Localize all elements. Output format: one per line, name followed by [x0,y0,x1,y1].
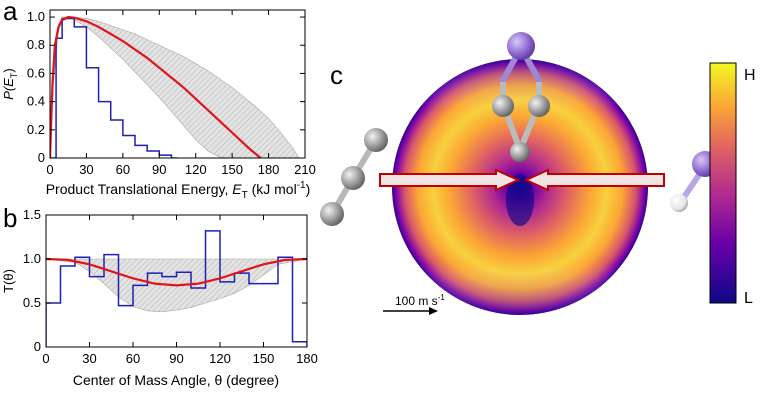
b-ytick-label: 0 [34,339,41,354]
a-xtick-label: 150 [221,162,243,177]
a-y-axis: 0 0.2 0.4 0.6 0.8 1.0 [27,9,305,165]
flux-center-trough [506,174,534,226]
b-xtick-label: 30 [82,351,96,366]
a-xtick-label: 210 [294,162,316,177]
reactant-beam-arrows [379,168,665,192]
colorbar-low-label: L [744,290,753,307]
a-plot-frame [49,9,306,159]
flux-contour-map [392,59,648,315]
scale-bar-label: 100 m s-1 [395,293,445,308]
a-fit-envelope-band [50,16,300,158]
a-ytick-label: 0 [38,150,45,165]
a-x-axis: 0 30 60 90 120 150 180 210 [46,10,316,177]
b-ytick-label: 0.5 [23,295,41,310]
colorbar: H L [709,62,756,307]
a-ytick-label: 0.8 [27,37,45,52]
velocity-scale-bar: 100 m s-1 [383,293,445,315]
b-x-axis: 0 30 60 90 120 150 180 [42,215,318,366]
b-xtick-label: 120 [209,351,231,366]
panel-letter-b: b [3,203,17,233]
a-xtick-label: 90 [152,162,166,177]
panel-letter-c: c [330,60,343,90]
right-beam-arrow [523,168,665,192]
panel-a: a 0 30 60 90 120 150 180 210 0 0.2 0.4 0.6 0.8 1.0 P… [1,0,316,201]
a-xtick-label: 60 [116,162,130,177]
left-beam-arrow [379,168,521,192]
b-histogram-series [46,230,307,347]
a-ytick-label: 0.2 [27,122,45,137]
a-ytick-label: 0.4 [27,94,45,109]
colorbar-gradient [709,62,737,304]
a-ytick-label: 1.0 [27,9,45,24]
b-best-fit-line [46,257,307,287]
panel-letter-a: a [3,0,18,26]
a-xtick-label: 0 [46,162,53,177]
b-xtick-label: 150 [253,351,275,366]
a-y-axis-label: P(ET) [1,68,19,100]
product-molecule-icon [492,32,550,162]
b-ytick-label: 1.5 [23,207,41,222]
b-xtick-label: 60 [126,351,140,366]
a-x-axis-label: Product Translational Energy, ET (kJ mol… [46,180,311,201]
b-xtick-label: 90 [169,351,183,366]
left-reactant-molecule-icon [320,128,388,226]
b-x-axis-label: Center of Mass Angle, θ (degree) [73,372,279,388]
panel-c: c [320,32,756,315]
b-xtick-label: 180 [296,351,318,366]
b-ytick-label: 1.0 [23,251,41,266]
panel-b: b 0 30 60 90 120 150 180 0 0.5 1.0 1.5 Center of … [1,203,318,388]
b-xtick-label: 0 [42,351,49,366]
b-y-axis: 0 0.5 1.0 1.5 [23,207,307,354]
b-y-axis-label: T(θ) [1,269,16,293]
a-xtick-label: 30 [79,162,93,177]
a-ytick-label: 0.6 [27,65,45,80]
a-xtick-label: 120 [185,162,207,177]
a-xtick-label: 180 [258,162,280,177]
a-best-fit-line [50,15,262,158]
colorbar-high-label: H [744,67,756,84]
